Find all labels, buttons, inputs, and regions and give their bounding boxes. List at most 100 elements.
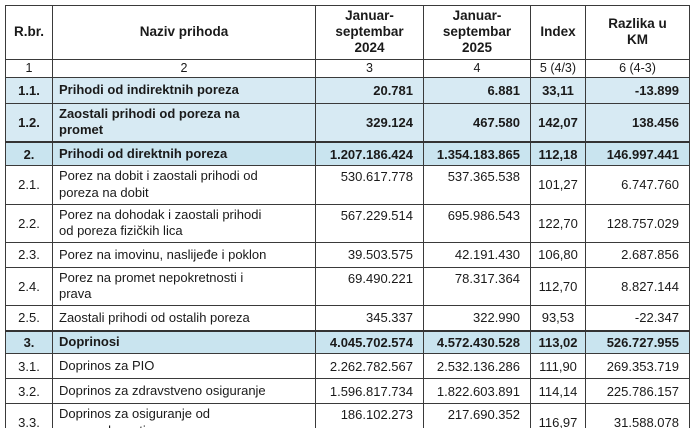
cell-rbr: 2.1. (5, 165, 53, 205)
cell-rbr: 3.3. (5, 403, 53, 428)
cell-rbr: 1.1. (5, 76, 53, 104)
table-row: 3. Doprinosi 4.045.702.574 4.572.430.528 113… (5, 329, 690, 355)
cell-naziv: Doprinosi (52, 329, 316, 355)
table-row: 1.2. Zaostali prihodi od poreza na promet… (5, 102, 690, 143)
table-row: 1.1. Prihodi od indirektnih poreza 20.781 6… (5, 76, 690, 104)
cell-razlika: 128.757.029 (585, 203, 690, 243)
cell-index: 106,80 (530, 241, 586, 268)
table-row: 3.1. Doprinos za PIO 2.262.782.567 2.532.13… (5, 353, 690, 380)
cell-rbr: 3. (5, 329, 53, 355)
cell-naziv: Doprinos za zdravstveno osiguranje (52, 378, 316, 405)
cell-razlika: 6.747.760 (585, 165, 690, 205)
cell-y2025: 467.580 (423, 102, 531, 143)
column-header-rbr: R.br. (5, 5, 53, 60)
cell-naziv: Porez na dobit i zaostali prihodi od por… (52, 165, 316, 205)
cell-razlika: -13.899 (585, 76, 690, 104)
cell-y2024: 1.207.186.424 (315, 140, 424, 167)
cell-razlika: 8.827.144 (585, 266, 690, 307)
cell-rbr: 2.5. (5, 305, 53, 332)
cell-index: 112,70 (530, 266, 586, 307)
cell-index: 93,53 (530, 305, 586, 332)
cell-naziv: Prihodi od direktnih poreza (52, 140, 316, 167)
cell-y2025: 2.532.136.286 (423, 353, 531, 380)
cell-index: 116,97 (530, 403, 586, 428)
cell-y2024: 69.490.221 (315, 266, 424, 307)
cell-y2025: 6.881 (423, 76, 531, 104)
table-header: R.br. Naziv prihoda Januar- septembar 2024… (5, 5, 690, 78)
table-row: 3.3.Doprinos za osiguranje od nezaposlen… (5, 403, 690, 428)
cell-naziv: Zaostali prihodi od poreza na promet (52, 102, 316, 143)
cell-y2024: 530.617.778 (315, 165, 424, 205)
column-number-rbr: 1 (5, 58, 53, 78)
cell-y2024: 345.337 (315, 305, 424, 332)
cell-razlika: -22.347 (585, 305, 690, 332)
header-row: R.br. Naziv prihoda Januar- septembar 2024… (5, 5, 690, 60)
cell-razlika: 225.786.157 (585, 378, 690, 405)
cell-index: 122,70 (530, 203, 586, 243)
table-row: 2.3. Porez na imovinu, naslijeđe i poklon… (5, 241, 690, 268)
cell-rbr: 1.2. (5, 102, 53, 143)
cell-naziv: Porez na promet nepokretnosti i prava (52, 266, 316, 307)
cell-rbr: 2.4. (5, 266, 53, 307)
cell-y2025: 217.690.352 (423, 403, 531, 428)
column-number-index: 5 (4/3) (530, 58, 586, 78)
cell-rbr: 3.1. (5, 353, 53, 380)
cell-razlika: 31.588.078 (585, 403, 690, 428)
cell-y2025: 1.354.183.865 (423, 140, 531, 167)
cell-index: 142,07 (530, 102, 586, 143)
cell-naziv: Porez na dohodak i zaostali prihodi od p… (52, 203, 316, 243)
cell-y2025: 537.365.538 (423, 165, 531, 205)
cell-naziv: Doprinos za osiguranje od nezaposlenosti (52, 403, 316, 428)
column-header-razlika: Razlika u KM (585, 5, 690, 60)
cell-naziv: Doprinos za PIO (52, 353, 316, 380)
table-body: 1.1. Prihodi od indirektnih poreza 20.781 6… (5, 76, 690, 428)
cell-y2024: 39.503.575 (315, 241, 424, 268)
cell-naziv: Prihodi od indirektnih poreza (52, 76, 316, 104)
column-header-y2025: Januar- septembar 2025 (423, 5, 531, 60)
column-header-index: Index (530, 5, 586, 60)
table-row: 2.1. Porez na dobit i zaostali prihodi od… (5, 165, 690, 205)
cell-razlika: 2.687.856 (585, 241, 690, 268)
cell-razlika: 269.353.719 (585, 353, 690, 380)
cell-index: 33,11 (530, 76, 586, 104)
column-number-naziv: 2 (52, 58, 316, 78)
cell-index: 111,90 (530, 353, 586, 380)
cell-y2025: 322.990 (423, 305, 531, 332)
table-row: 2. Prihodi od direktnih poreza 1.207.186.4… (5, 140, 690, 167)
column-number-razlika: 6 (4-3) (585, 58, 690, 78)
column-number-y2024: 3 (315, 58, 424, 78)
cell-razlika: 146.997.441 (585, 140, 690, 167)
cell-index: 114,14 (530, 378, 586, 405)
table-row: 2.5. Zaostali prihodi od ostalih poreza 34… (5, 305, 690, 332)
cell-y2025: 42.191.430 (423, 241, 531, 268)
cell-y2024: 4.045.702.574 (315, 329, 424, 355)
revenue-table: R.br. Naziv prihoda Januar- septembar 2024… (5, 5, 690, 428)
cell-index: 101,27 (530, 165, 586, 205)
cell-naziv: Zaostali prihodi od ostalih poreza (52, 305, 316, 332)
cell-y2024: 186.102.273 (315, 403, 424, 428)
cell-y2025: 78.317.364 (423, 266, 531, 307)
cell-y2024: 1.596.817.734 (315, 378, 424, 405)
column-header-naziv: Naziv prihoda (52, 5, 316, 60)
cell-y2025: 1.822.603.891 (423, 378, 531, 405)
table-row: 2.4. Porez na promet nepokretnosti i prav… (5, 266, 690, 307)
column-header-y2024: Januar- septembar 2024 (315, 5, 424, 60)
cell-rbr: 2. (5, 140, 53, 167)
cell-y2025: 4.572.430.528 (423, 329, 531, 355)
cell-y2025: 695.986.543 (423, 203, 531, 243)
cell-rbr: 3.2. (5, 378, 53, 405)
table-row: 3.2. Doprinos za zdravstveno osiguranje 1.… (5, 378, 690, 405)
cell-index: 112,18 (530, 140, 586, 167)
cell-y2024: 20.781 (315, 76, 424, 104)
table-row: 2.2. Porez na dohodak i zaostali prihodi … (5, 203, 690, 243)
cell-rbr: 2.3. (5, 241, 53, 268)
cell-index: 113,02 (530, 329, 586, 355)
cell-y2024: 2.262.782.567 (315, 353, 424, 380)
cell-razlika: 138.456 (585, 102, 690, 143)
cell-y2024: 567.229.514 (315, 203, 424, 243)
cell-razlika: 526.727.955 (585, 329, 690, 355)
column-number-y2025: 4 (423, 58, 531, 78)
cell-rbr: 2.2. (5, 203, 53, 243)
